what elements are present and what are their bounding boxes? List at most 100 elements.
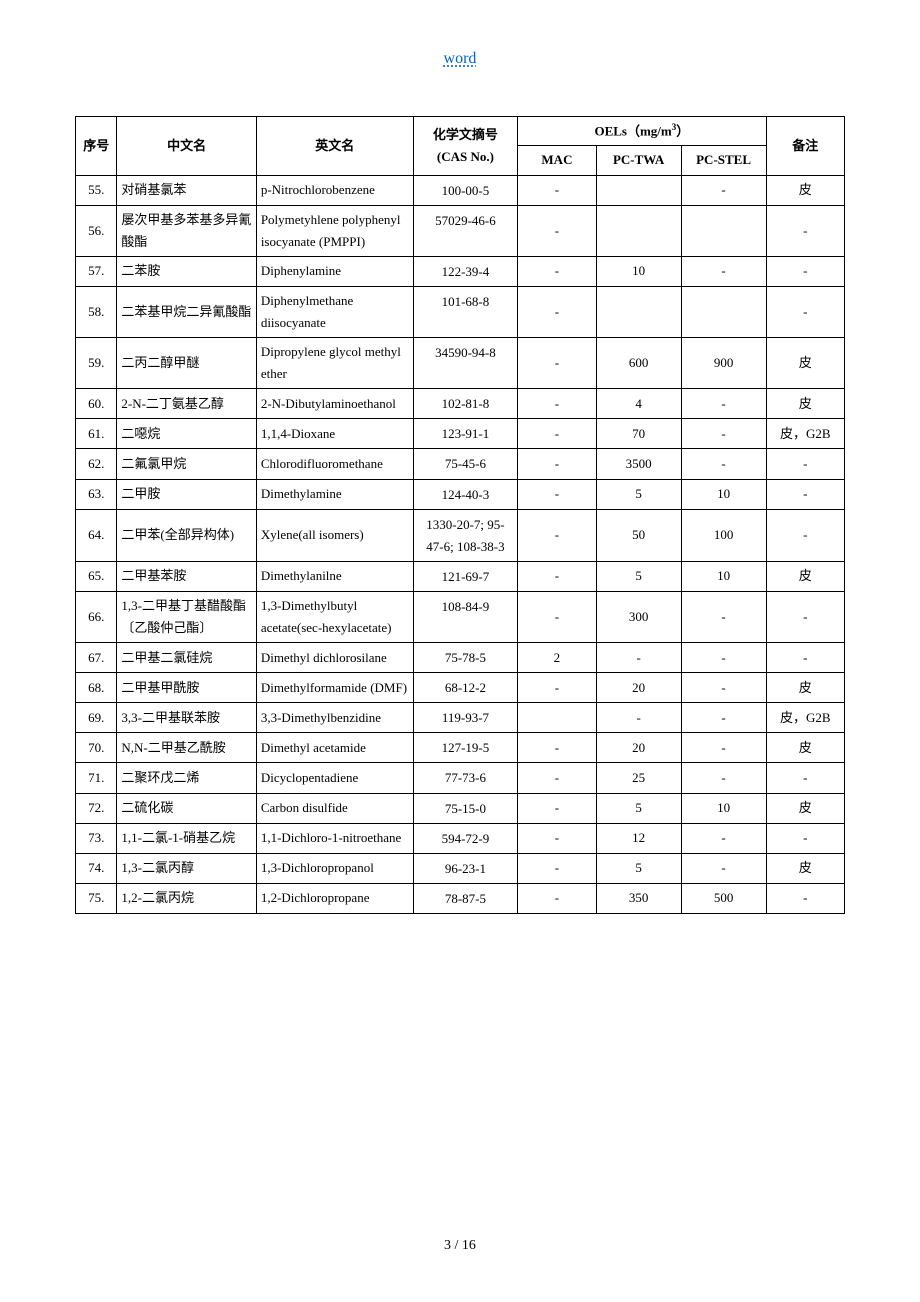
table-row: 71.二聚环戊二烯Dicyclopentadiene77-73-6-25-- <box>76 763 845 793</box>
cell-col-note: 皮 <box>766 673 844 703</box>
cell-col-note: - <box>766 205 844 256</box>
cell-col-cas: 594-72-9 <box>413 823 518 853</box>
cell-col-cas: 77-73-6 <box>413 763 518 793</box>
cell-col-seq: 67. <box>76 643 117 673</box>
cell-col-en: Diphenylamine <box>256 256 413 286</box>
cell-col-stel: - <box>681 449 766 479</box>
cell-col-note: 皮 <box>766 561 844 591</box>
cell-col-cas: 1330-20-7; 95-47-6; 108-38-3 <box>413 509 518 561</box>
cell-col-cas: 75-45-6 <box>413 449 518 479</box>
cell-col-note: - <box>766 256 844 286</box>
col-stel: PC-STEL <box>681 146 766 175</box>
cell-col-cn: 1,2-二氯丙烷 <box>117 883 256 913</box>
cell-col-twa <box>596 205 681 256</box>
cell-col-note: 皮 <box>766 389 844 419</box>
cell-col-en: 1,3-Dimethylbutyl acetate(sec-hexylaceta… <box>256 591 413 642</box>
cell-col-mac: - <box>518 175 596 205</box>
cell-col-cn: 二甲苯(全部异构体) <box>117 509 256 561</box>
table-row: 57.二苯胺Diphenylamine122-39-4-10-- <box>76 256 845 286</box>
cell-col-cas: 96-23-1 <box>413 853 518 883</box>
cell-col-twa: 10 <box>596 256 681 286</box>
table-row: 65.二甲基苯胺Dimethylanilne121-69-7-510皮 <box>76 561 845 591</box>
cell-col-mac: - <box>518 591 596 642</box>
cell-col-stel: - <box>681 703 766 733</box>
table-row: 59.二丙二醇甲醚Dipropylene glycol methyl ether… <box>76 338 845 389</box>
cell-col-seq: 73. <box>76 823 117 853</box>
cell-col-en: Dicyclopentadiene <box>256 763 413 793</box>
cell-col-stel: 10 <box>681 479 766 509</box>
cell-col-mac: - <box>518 673 596 703</box>
cell-col-cn: 屡次甲基多苯基多异氰酸酯 <box>117 205 256 256</box>
cell-col-note: - <box>766 823 844 853</box>
oels-table: 序号 中文名 英文名 化学文摘号 (CAS No.) OELs（mg/m3） 备… <box>75 116 845 914</box>
cell-col-cn: 二丙二醇甲醚 <box>117 338 256 389</box>
cell-col-note: 皮，G2B <box>766 419 844 449</box>
cell-col-cn: N,N-二甲基乙酰胺 <box>117 733 256 763</box>
cell-col-note: - <box>766 479 844 509</box>
table-row: 67.二甲基二氯硅烷Dimethyl dichlorosilane75-78-5… <box>76 643 845 673</box>
table-row: 69.3,3-二甲基联苯胺3,3-Dimethylbenzidine119-93… <box>76 703 845 733</box>
cell-col-cn: 二硫化碳 <box>117 793 256 823</box>
cell-col-mac: - <box>518 509 596 561</box>
cell-col-note: - <box>766 643 844 673</box>
cell-col-en: Carbon disulfide <box>256 793 413 823</box>
table-row: 58.二苯基甲烷二异氰酸酯Diphenylmethane diisocyanat… <box>76 286 845 337</box>
cell-col-seq: 61. <box>76 419 117 449</box>
cell-col-seq: 55. <box>76 175 117 205</box>
cell-col-mac: - <box>518 561 596 591</box>
cell-col-en: Dimethyl dichlorosilane <box>256 643 413 673</box>
table-row: 63.二甲胺Dimethylamine124-40-3-510- <box>76 479 845 509</box>
table-row: 61.二噁烷1,1,4-Dioxane123-91-1-70-皮，G2B <box>76 419 845 449</box>
cell-col-en: 2-N-Dibutylaminoethanol <box>256 389 413 419</box>
cell-col-twa <box>596 175 681 205</box>
cell-col-stel: - <box>681 733 766 763</box>
cell-col-mac: - <box>518 205 596 256</box>
cell-col-cn: 二噁烷 <box>117 419 256 449</box>
cell-col-en: Dimethyl acetamide <box>256 733 413 763</box>
cell-col-cas: 101-68-8 <box>413 286 518 337</box>
cell-col-seq: 72. <box>76 793 117 823</box>
cell-col-mac: - <box>518 823 596 853</box>
table-row: 72.二硫化碳Carbon disulfide75-15-0-510皮 <box>76 793 845 823</box>
cell-col-stel: 100 <box>681 509 766 561</box>
cell-col-twa: 5 <box>596 853 681 883</box>
cell-col-stel <box>681 286 766 337</box>
cell-col-en: 1,2-Dichloropropane <box>256 883 413 913</box>
cell-col-cas: 34590-94-8 <box>413 338 518 389</box>
cell-col-stel: 900 <box>681 338 766 389</box>
cell-col-twa: 3500 <box>596 449 681 479</box>
col-cn: 中文名 <box>117 117 256 176</box>
cell-col-stel: 10 <box>681 561 766 591</box>
col-oels: OELs（mg/m3） <box>518 117 766 146</box>
cell-col-twa: 5 <box>596 793 681 823</box>
cell-col-note: - <box>766 449 844 479</box>
cell-col-cas: 121-69-7 <box>413 561 518 591</box>
cell-col-cas: 68-12-2 <box>413 673 518 703</box>
cell-col-cas: 127-19-5 <box>413 733 518 763</box>
col-mac: MAC <box>518 146 596 175</box>
header-link: word <box>75 50 845 68</box>
cell-col-stel: - <box>681 256 766 286</box>
cell-col-mac: - <box>518 479 596 509</box>
cell-col-cn: 二甲基二氯硅烷 <box>117 643 256 673</box>
cell-col-seq: 63. <box>76 479 117 509</box>
cell-col-note: 皮 <box>766 175 844 205</box>
cell-col-note: 皮 <box>766 793 844 823</box>
cell-col-en: Dipropylene glycol methyl ether <box>256 338 413 389</box>
cell-col-mac: - <box>518 389 596 419</box>
cell-col-cn: 2-N-二丁氨基乙醇 <box>117 389 256 419</box>
col-note: 备注 <box>766 117 844 176</box>
cell-col-seq: 57. <box>76 256 117 286</box>
cell-col-en: Dimethylanilne <box>256 561 413 591</box>
cell-col-stel: - <box>681 673 766 703</box>
cell-col-mac: - <box>518 793 596 823</box>
cell-col-en: Chlorodifluoromethane <box>256 449 413 479</box>
cell-col-cas: 100-00-5 <box>413 175 518 205</box>
cell-col-seq: 66. <box>76 591 117 642</box>
cell-col-en: Dimethylformamide (DMF) <box>256 673 413 703</box>
cell-col-note: 皮，G2B <box>766 703 844 733</box>
page-footer: 3 / 16 <box>0 1238 920 1254</box>
cell-col-cas: 122-39-4 <box>413 256 518 286</box>
cell-col-stel: - <box>681 419 766 449</box>
cell-col-en: 3,3-Dimethylbenzidine <box>256 703 413 733</box>
